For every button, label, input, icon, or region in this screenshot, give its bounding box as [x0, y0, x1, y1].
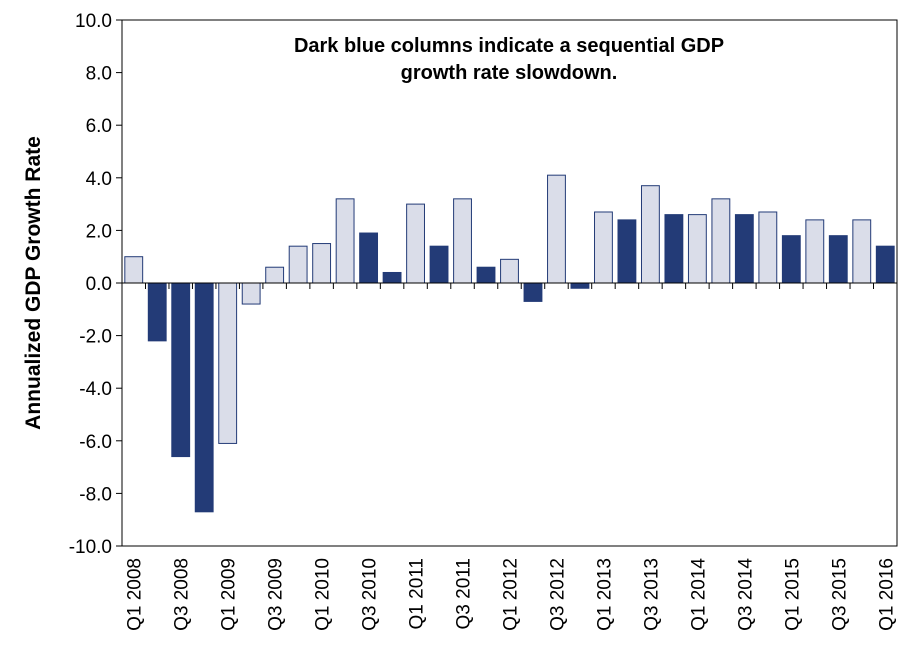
- bar-q4-2012: [570, 282, 590, 289]
- bar-q4-2015: [852, 219, 872, 284]
- x-tick-label: Q3 2008: [172, 558, 193, 631]
- bar-q4-2008: [194, 282, 214, 513]
- y-tick-label: -2.0: [79, 327, 112, 348]
- bar-q3-2013: [640, 185, 660, 284]
- bar-q1-2009: [218, 282, 238, 444]
- bar-q2-2014: [711, 198, 731, 284]
- y-ticks-group: 10.0 8.0 6.0 4.0 2.0 0.0 -2.0 -4.0 -6.0 -8.0 -10.0: [69, 11, 122, 558]
- y-tick-label: 10.0: [75, 11, 112, 32]
- bar-q1-2014: [687, 214, 707, 284]
- bar-q2-2009: [241, 282, 261, 305]
- x-ticks-group: Q1 2008 Q3 2008 Q1 2009 Q3 2009 Q1 2010 Q3 20…: [121, 283, 898, 631]
- annotation-line-2: growth rate slowdown.: [401, 62, 618, 84]
- y-tick-label: -10.0: [69, 537, 112, 558]
- y-tick-label: -4.0: [79, 379, 112, 400]
- x-tick-label: Q1 2010: [313, 558, 334, 631]
- x-tick-label: Q3 2013: [641, 558, 662, 631]
- bar-q3-2010: [359, 232, 379, 284]
- bars-group: [124, 174, 895, 513]
- bar-q3-2015: [828, 235, 848, 284]
- y-tick-label: 4.0: [86, 169, 112, 190]
- bar-q1-2010: [312, 243, 332, 284]
- bar-q3-2012: [547, 174, 566, 284]
- annotation-line-1: Dark blue columns indicate a sequential …: [294, 35, 724, 57]
- y-tick-label: 2.0: [86, 221, 112, 242]
- bar-q1-2013: [594, 211, 613, 284]
- bar-q1-2012: [500, 258, 519, 284]
- x-tick-label: Q3 2015: [829, 558, 850, 631]
- x-tick-label: Q3 2009: [266, 558, 287, 631]
- bar-q2-2010: [335, 198, 355, 284]
- bar-q4-2010: [382, 271, 402, 284]
- bar-q1-2008: [124, 256, 144, 284]
- bar-q4-2011: [476, 266, 496, 284]
- x-tick-label: Q1 2014: [688, 558, 709, 631]
- y-axis-label: Annualized GDP Growth Rate: [22, 136, 45, 430]
- x-tick-label: Q1 2011: [407, 558, 428, 629]
- y-tick-label: 8.0: [86, 64, 112, 85]
- y-tick-label: 6.0: [86, 116, 112, 137]
- bar-q2-2012: [523, 282, 543, 302]
- bar-q3-2009: [265, 266, 285, 284]
- bar-q1-2015: [781, 235, 801, 284]
- bar-q2-2015: [805, 219, 825, 284]
- x-tick-label: Q1 2009: [219, 558, 240, 631]
- x-tick-label: Q1 2013: [594, 558, 615, 631]
- bar-q3-2011: [453, 198, 472, 284]
- bar-q3-2008: [171, 282, 191, 458]
- x-tick-label: Q3 2014: [735, 558, 756, 631]
- x-tick-label: Q1 2015: [782, 558, 803, 631]
- x-tick-label: Q1 2012: [501, 558, 522, 631]
- bar-q4-2013: [664, 214, 684, 284]
- bar-q1-2016: [875, 245, 895, 284]
- bar-q4-2014: [758, 211, 778, 284]
- bar-q4-2009: [288, 245, 308, 284]
- x-tick-label: Q1 2016: [876, 558, 897, 631]
- bar-q3-2014: [734, 214, 754, 284]
- y-tick-label: 0.0: [86, 274, 112, 295]
- bar-q2-2008: [147, 282, 167, 342]
- x-tick-label: Q3 2011: [454, 558, 475, 629]
- x-tick-label: Q3 2010: [360, 558, 381, 631]
- x-tick-label: Q3 2012: [547, 558, 568, 631]
- bar-q2-2011: [429, 245, 449, 284]
- y-tick-label: -8.0: [79, 484, 112, 505]
- x-tick-label: Q1 2008: [125, 558, 146, 631]
- bar-q1-2011: [406, 203, 425, 284]
- bar-q2-2013: [617, 219, 637, 284]
- y-tick-label: -6.0: [79, 432, 112, 453]
